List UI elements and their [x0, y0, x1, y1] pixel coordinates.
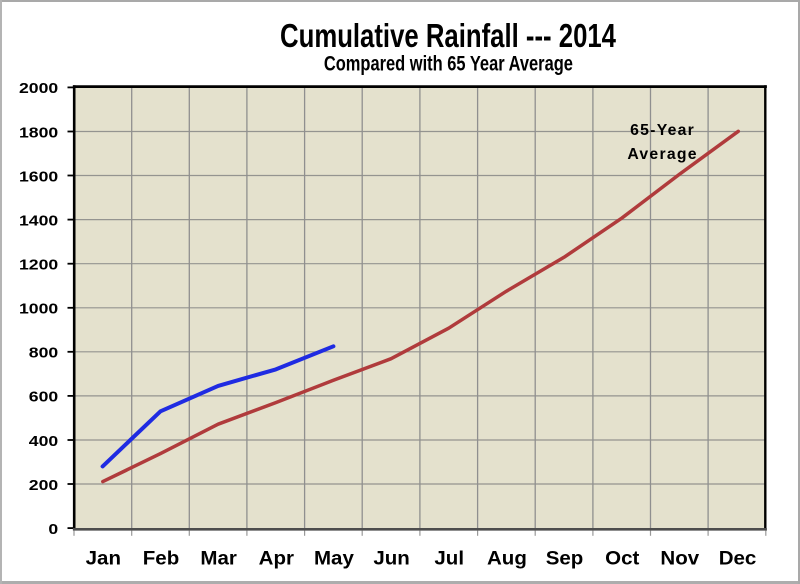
svg-text:Sep: Sep	[546, 548, 584, 569]
svg-text:1200: 1200	[19, 257, 58, 274]
svg-text:Jun: Jun	[373, 548, 409, 569]
svg-text:Dec: Dec	[719, 548, 757, 569]
svg-text:1600: 1600	[19, 168, 58, 185]
svg-text:Apr: Apr	[259, 548, 295, 569]
svg-text:Average: Average	[627, 146, 698, 163]
svg-text:200: 200	[29, 477, 58, 494]
svg-text:Aug: Aug	[487, 548, 527, 569]
svg-text:Jan: Jan	[86, 548, 121, 569]
svg-text:May: May	[314, 548, 354, 569]
svg-text:Compared with 65 Year Average: Compared with 65 Year Average	[324, 52, 573, 75]
svg-text:800: 800	[29, 345, 58, 362]
svg-text:0: 0	[48, 521, 58, 538]
svg-text:Cumulative Rainfall --- 2014: Cumulative Rainfall --- 2014	[280, 18, 616, 55]
svg-text:Oct: Oct	[605, 548, 640, 569]
svg-text:Jul: Jul	[434, 548, 464, 569]
svg-text:65-Year: 65-Year	[630, 122, 695, 139]
svg-text:400: 400	[29, 433, 58, 450]
svg-text:1400: 1400	[19, 212, 58, 229]
svg-text:Mar: Mar	[200, 548, 237, 569]
svg-text:1800: 1800	[19, 124, 58, 141]
svg-text:Feb: Feb	[143, 548, 179, 569]
svg-text:2000: 2000	[19, 80, 58, 97]
svg-text:1000: 1000	[19, 301, 58, 318]
svg-text:Nov: Nov	[660, 548, 699, 569]
svg-text:600: 600	[29, 389, 58, 406]
